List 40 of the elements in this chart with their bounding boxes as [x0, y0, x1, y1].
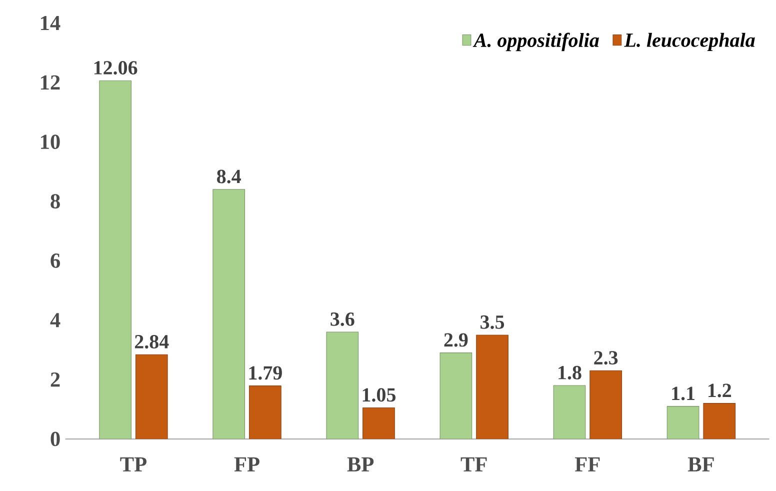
y-tick-label: 12	[41, 75, 60, 90]
data-label: 1.05	[362, 388, 396, 402]
bar	[212, 189, 246, 439]
data-label: 1.79	[249, 366, 282, 380]
bar	[440, 352, 472, 439]
data-label: 2.9	[444, 333, 468, 347]
y-tick-label: 10	[41, 134, 60, 150]
bar	[99, 80, 132, 439]
y-tick-label: 0	[50, 432, 60, 446]
bar	[249, 386, 282, 439]
data-label: 8.4	[217, 170, 241, 184]
y-tick-label: 8	[50, 194, 60, 208]
y-tick-label: 6	[50, 254, 60, 268]
data-label: 2.84	[134, 334, 169, 349]
x-tick-label: BF	[688, 457, 714, 472]
x-tick-label: TP	[120, 457, 146, 472]
y-tick-label: 2	[50, 372, 60, 387]
bar	[590, 370, 622, 439]
bar	[362, 408, 395, 439]
bar	[476, 334, 508, 439]
data-label: 1.1	[672, 386, 695, 400]
y-tick-label: 4	[50, 313, 60, 328]
x-tick-label: FF	[574, 457, 600, 472]
legend-label: A. oppositifolia	[472, 32, 599, 52]
x-tick-label: BP	[347, 457, 374, 472]
data-label: 2.3	[594, 351, 618, 365]
data-label: 12.06	[94, 61, 138, 75]
x-tick-label: FP	[234, 457, 260, 472]
y-tick-label: 14	[41, 16, 60, 30]
bar	[135, 354, 168, 439]
data-label: 1.8	[558, 366, 582, 380]
bar	[666, 406, 700, 439]
bar	[326, 332, 359, 439]
x-tick-label: TF	[460, 457, 487, 472]
legend-label: L. leucocephala	[624, 32, 755, 51]
data-label: 3.6	[330, 312, 354, 326]
data-label: 3.5	[480, 315, 504, 329]
bar	[703, 403, 736, 439]
data-label: 1.2	[708, 384, 732, 398]
bar	[553, 385, 586, 439]
